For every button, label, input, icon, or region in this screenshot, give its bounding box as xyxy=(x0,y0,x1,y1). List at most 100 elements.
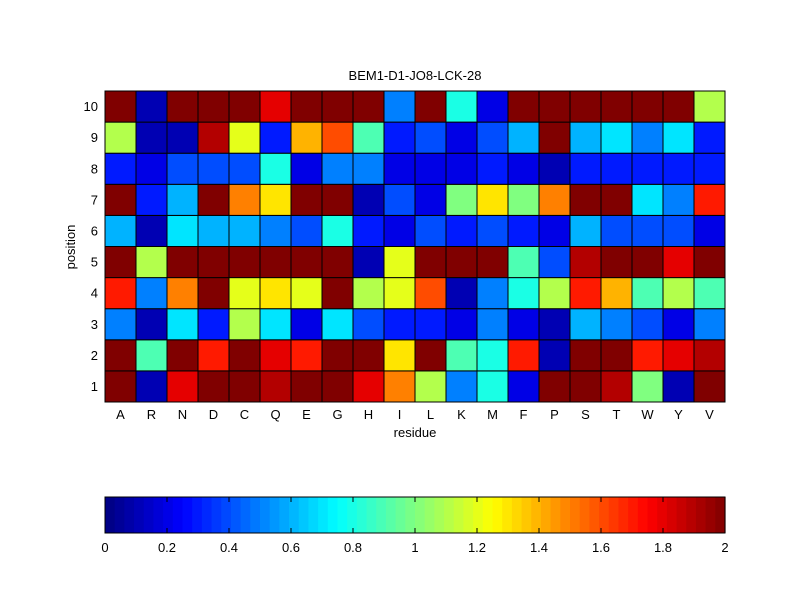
heatmap-cell xyxy=(228,121,261,154)
heatmap-cell xyxy=(445,214,478,247)
heatmap-cell xyxy=(631,277,664,310)
heatmap-cell xyxy=(445,308,478,341)
heatmap-cell xyxy=(290,90,323,123)
colorbar-segment xyxy=(453,497,465,533)
heatmap-cell xyxy=(321,246,354,279)
colorbar-segment xyxy=(269,497,280,533)
heatmap-cell xyxy=(228,370,261,403)
colorbar-segment xyxy=(347,497,358,533)
heatmap-cell xyxy=(166,308,199,341)
heatmap-cell xyxy=(538,214,571,247)
heatmap-cell xyxy=(166,277,199,310)
colorbar-segment xyxy=(715,497,726,533)
heatmap-cell xyxy=(104,121,137,154)
heatmap-cell xyxy=(228,183,261,216)
heatmap-cell xyxy=(197,277,230,310)
colorbar-segment xyxy=(521,497,532,533)
heatmap-cell xyxy=(693,90,726,123)
heatmap-cell xyxy=(631,121,664,154)
heatmap-cell xyxy=(135,183,168,216)
heatmap-cell xyxy=(135,152,168,185)
colorbar-segment xyxy=(540,497,552,533)
x-tick-label: D xyxy=(209,407,218,422)
heatmap-cell xyxy=(228,339,261,372)
colorbar-segment xyxy=(240,497,251,533)
heatmap-cell xyxy=(290,246,323,279)
colorbar-segment xyxy=(424,497,435,533)
heatmap-cell xyxy=(445,277,478,310)
heatmap-cell xyxy=(259,183,292,216)
heatmap-cell xyxy=(631,214,664,247)
colorbar-segment xyxy=(279,497,290,533)
heatmap-cell xyxy=(631,339,664,372)
colorbar-segment xyxy=(153,497,164,533)
colorbar-segment xyxy=(482,497,494,533)
heatmap-cell xyxy=(600,152,633,185)
heatmap-cell xyxy=(693,152,726,185)
heatmap-cell xyxy=(631,370,664,403)
heatmap-cell xyxy=(166,121,199,154)
heatmap-cell xyxy=(104,214,137,247)
heatmap-cell xyxy=(135,214,168,247)
heatmap-cell xyxy=(135,121,168,154)
colorbar-segment xyxy=(337,497,348,533)
heatmap-cell xyxy=(662,370,695,403)
colorbar-segment xyxy=(531,497,542,533)
heatmap-cell xyxy=(414,152,447,185)
x-tick-label: Q xyxy=(270,407,280,422)
x-tick-label: K xyxy=(457,407,466,422)
colorbar-segment xyxy=(560,497,571,533)
chart-title: BEM1-D1-JO8-LCK-28 xyxy=(349,68,482,83)
heatmap-cell xyxy=(507,339,540,372)
heatmap-cell xyxy=(321,214,354,247)
heatmap-cell xyxy=(538,183,571,216)
heatmap-cell xyxy=(507,214,540,247)
heatmap-cell xyxy=(352,121,385,154)
heatmap-cell xyxy=(538,308,571,341)
heatmap-cell xyxy=(259,277,292,310)
heatmap-cell xyxy=(321,370,354,403)
colorbar-segment xyxy=(192,497,203,533)
heatmap-cells xyxy=(104,90,726,403)
heatmap-cell xyxy=(290,121,323,154)
colorbar-tick-label: 0.6 xyxy=(282,540,300,555)
x-tick-label: R xyxy=(147,407,156,422)
heatmap-cell xyxy=(507,308,540,341)
heatmap-cell xyxy=(228,277,261,310)
heatmap-cell xyxy=(321,121,354,154)
heatmap-cell xyxy=(197,152,230,185)
heatmap-cell xyxy=(476,152,509,185)
heatmap-cell xyxy=(538,121,571,154)
colorbar-segment xyxy=(444,497,455,533)
colorbar-segment xyxy=(695,497,707,533)
colorbar-segment xyxy=(415,497,426,533)
x-tick-label: H xyxy=(364,407,373,422)
heatmap-cell xyxy=(383,90,416,123)
heatmap-cell xyxy=(569,152,602,185)
heatmap-cell xyxy=(600,277,633,310)
colorbar-segment xyxy=(298,497,310,533)
heatmap-cell xyxy=(569,183,602,216)
colorbar-segment xyxy=(676,497,687,533)
x-tick-label: S xyxy=(581,407,590,422)
y-tick-label: 4 xyxy=(91,286,98,301)
colorbar-segment xyxy=(608,497,620,533)
heatmap-cell xyxy=(104,152,137,185)
colorbar-segment xyxy=(647,497,658,533)
heatmap-cell xyxy=(693,308,726,341)
colorbar-segment xyxy=(356,497,368,533)
colorbar-segment xyxy=(308,497,319,533)
heatmap-cell xyxy=(352,90,385,123)
heatmap-cell xyxy=(662,152,695,185)
colorbar-segment xyxy=(686,497,697,533)
heatmap-cell xyxy=(538,370,571,403)
heatmap-cell xyxy=(383,152,416,185)
heatmap-cell xyxy=(383,214,416,247)
heatmap-cell xyxy=(259,152,292,185)
y-tick-label: 9 xyxy=(91,130,98,145)
x-axis-label: residue xyxy=(394,425,437,440)
heatmap-cell xyxy=(104,308,137,341)
heatmap-cell xyxy=(228,90,261,123)
heatmap-cell xyxy=(569,370,602,403)
y-tick-label: 8 xyxy=(91,161,98,176)
